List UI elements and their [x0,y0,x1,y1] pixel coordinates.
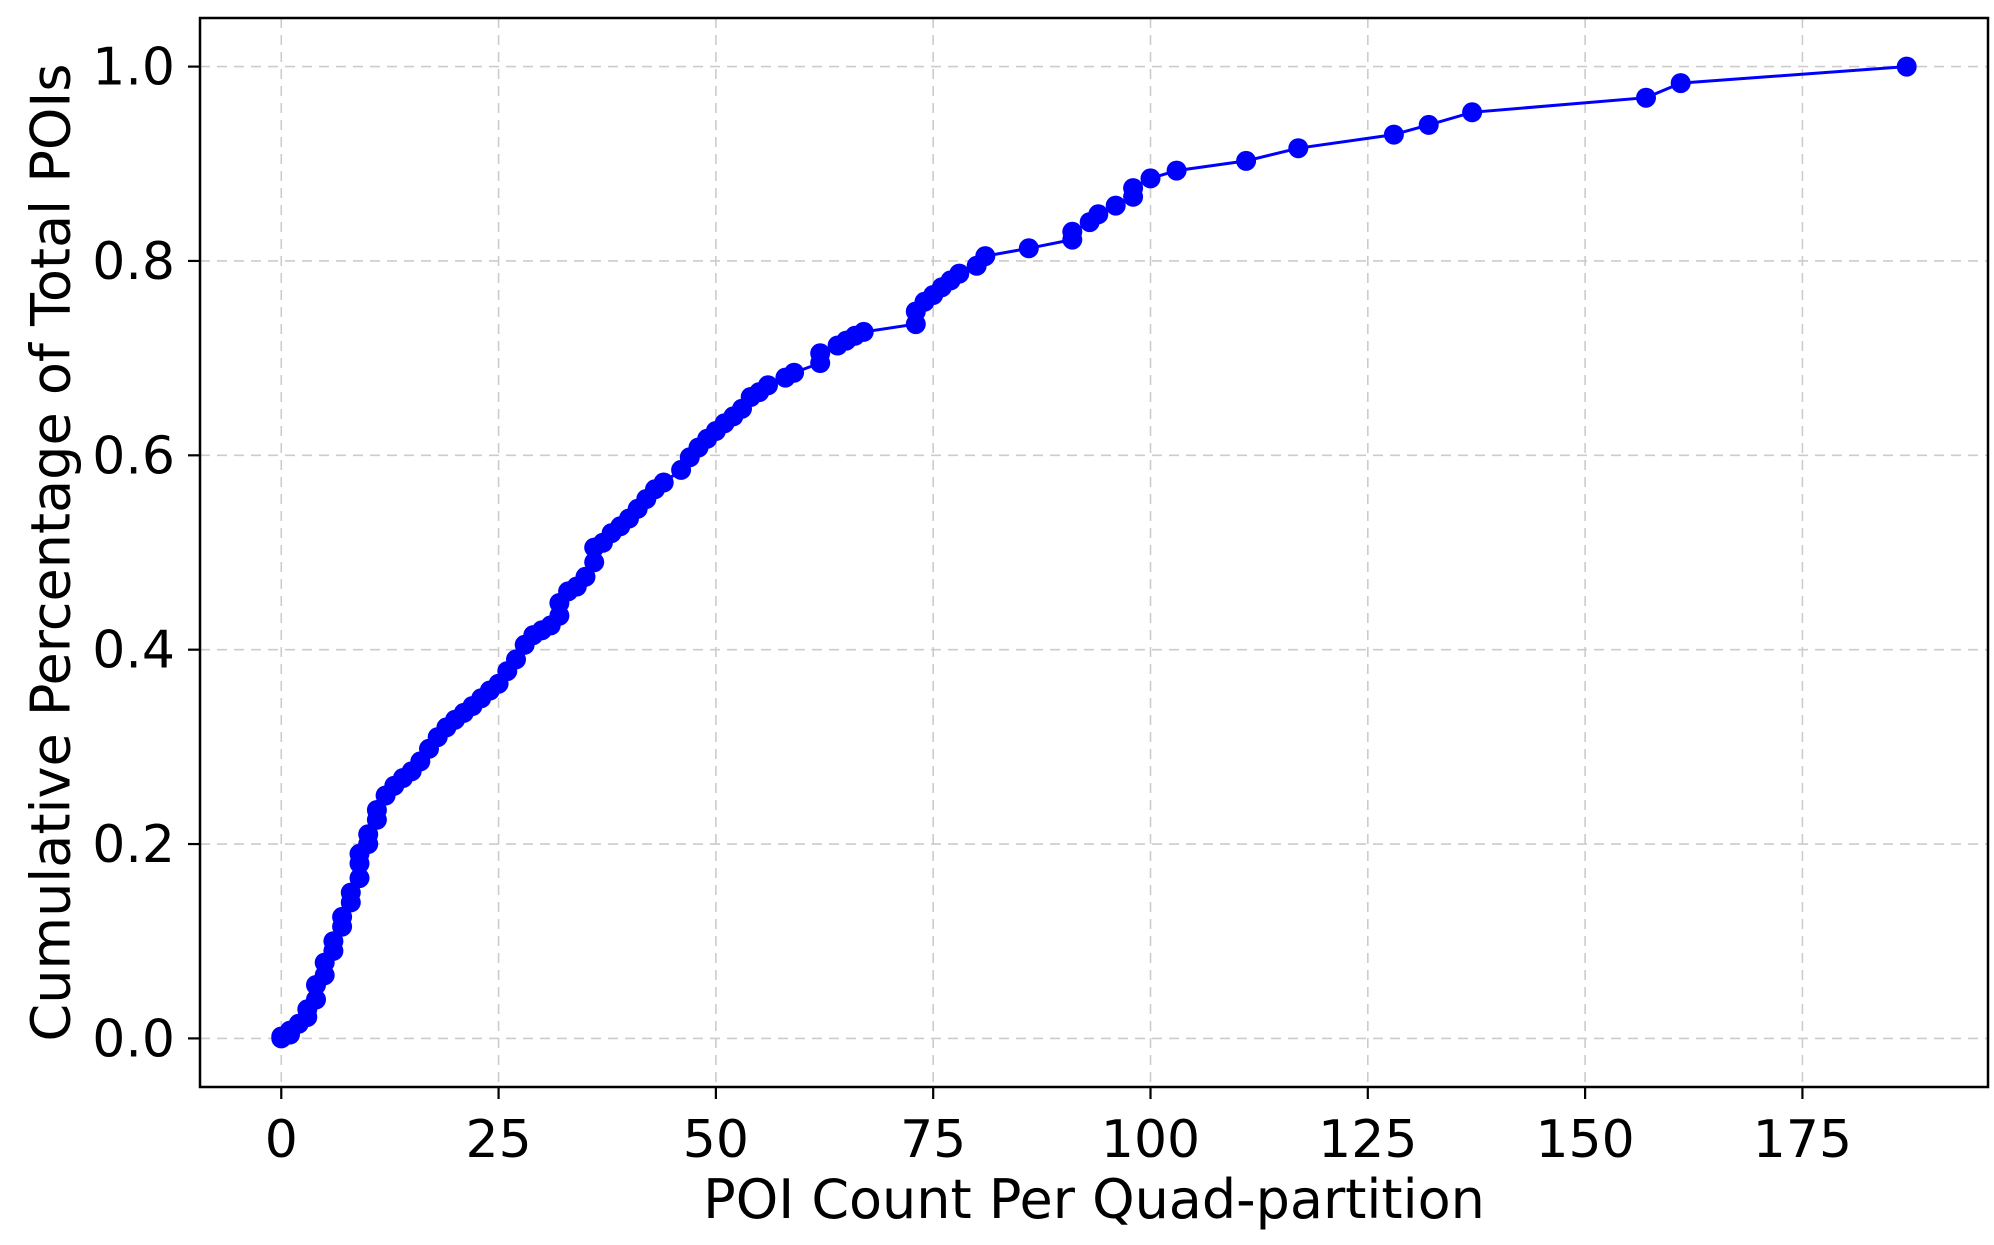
data-point [1418,114,1439,135]
x-tick-label: 25 [465,1110,531,1170]
data-point [1018,238,1039,259]
x-tick-label: 100 [1101,1110,1200,1170]
series-layer [271,56,1917,1049]
x-tick-label: 175 [1753,1110,1852,1170]
x-axis-label: POI Count Per Quad-partition [703,1168,1485,1231]
data-point [975,246,996,267]
plot-frame [198,16,1990,1089]
y-tick-label: 0.6 [92,426,175,486]
data-point [1123,178,1144,199]
grid-layer [200,18,1988,1087]
y-tick-label: 0.4 [92,621,175,681]
x-tick-label: 125 [1318,1110,1417,1170]
data-point [1166,160,1187,181]
tick-layer: 0 25 50 75 100 125 150 175 0.0 0.2 0.4 0.6 0.8 1.0 [92,38,1852,1170]
data-point [332,906,353,927]
data-point [575,566,596,587]
y-tick-label: 0.2 [92,815,175,875]
data-point [1670,73,1691,94]
data-point [306,989,326,1010]
data-point [1288,138,1309,159]
data-point [1236,150,1257,171]
data-point [949,263,970,284]
data-point [366,800,387,820]
data-point [1062,221,1083,242]
data-point [506,649,526,670]
data-point [758,375,778,396]
x-tick-label: 0 [265,1110,298,1170]
data-point [653,472,674,493]
data-point [349,868,370,889]
data-point [853,321,874,342]
data-point [340,882,361,903]
x-tick-label: 150 [1535,1110,1634,1170]
data-point [1462,102,1483,123]
data-point [810,343,831,364]
data-point [1896,56,1917,77]
y-tick-label: 1.0 [92,38,175,98]
data-point [1140,168,1161,189]
data-point [1088,204,1109,225]
x-tick-label: 50 [683,1110,749,1170]
data-point [1383,124,1404,145]
data-point [784,362,805,383]
data-point [1105,195,1126,216]
data-point [584,552,605,573]
x-tick-label: 75 [900,1110,966,1170]
data-point [323,931,344,952]
y-axis-label: Cumulative Percentage of Total POIs [20,64,83,1042]
data-point [358,824,379,845]
y-tick-label: 0.0 [92,1009,175,1069]
y-tick-label: 0.8 [92,232,175,292]
data-point [1636,87,1656,108]
